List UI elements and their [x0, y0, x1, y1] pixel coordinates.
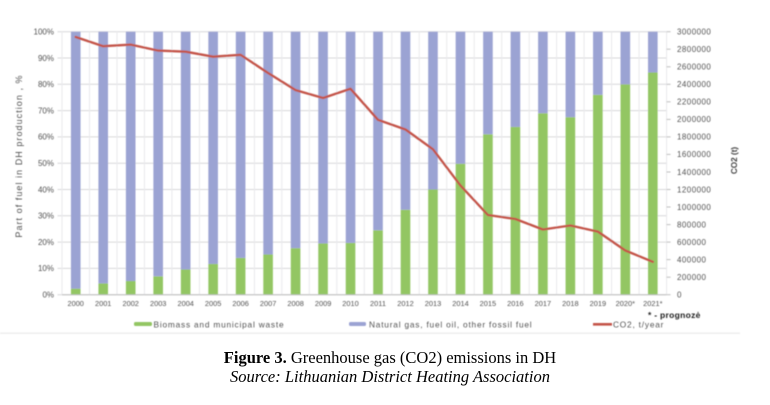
svg-text:2002: 2002 [122, 299, 138, 308]
svg-text:70%: 70% [38, 106, 54, 115]
svg-text:2011: 2011 [370, 299, 386, 308]
svg-text:2008: 2008 [287, 299, 303, 308]
svg-text:1600000: 1600000 [677, 150, 711, 159]
svg-text:CO2, t/year: CO2, t/year [613, 320, 664, 330]
svg-text:2010: 2010 [342, 299, 358, 308]
svg-text:80%: 80% [38, 80, 54, 89]
svg-text:2018: 2018 [562, 299, 578, 308]
svg-text:* - prognozė: * - prognozė [648, 310, 701, 320]
svg-text:2019: 2019 [590, 299, 606, 308]
svg-text:100%: 100% [34, 28, 54, 37]
svg-text:600000: 600000 [677, 238, 706, 247]
svg-text:Source: Lithuanian District He: Source: Lithuanian District Heating Asso… [230, 367, 550, 386]
svg-text:1800000: 1800000 [677, 133, 711, 142]
svg-text:0: 0 [677, 291, 682, 300]
svg-text:2005: 2005 [205, 299, 221, 308]
svg-text:2020*: 2020* [616, 299, 635, 308]
svg-text:CO2 (t): CO2 (t) [730, 147, 739, 175]
svg-text:Figure 3. Greenhouse gas (CO2): Figure 3. Greenhouse gas (CO2) emissions… [224, 348, 556, 367]
svg-text:2800000: 2800000 [677, 45, 711, 54]
svg-text:200000: 200000 [677, 273, 706, 282]
svg-text:3000000: 3000000 [677, 28, 711, 37]
svg-text:2009: 2009 [315, 299, 331, 308]
svg-text:90%: 90% [38, 54, 54, 63]
svg-text:2000: 2000 [67, 299, 83, 308]
svg-text:2012: 2012 [397, 299, 413, 308]
svg-text:Biomass and municipal waste: Biomass and municipal waste [154, 320, 285, 330]
svg-text:2600000: 2600000 [677, 63, 711, 72]
svg-text:2014: 2014 [452, 299, 468, 308]
svg-text:Natural gas, fuel oil, other f: Natural gas, fuel oil, other fossil fuel [369, 320, 532, 330]
svg-text:20%: 20% [38, 238, 54, 247]
svg-text:800000: 800000 [677, 220, 706, 229]
svg-text:2007: 2007 [260, 299, 276, 308]
svg-text:1400000: 1400000 [677, 168, 711, 177]
svg-text:60%: 60% [38, 133, 54, 142]
svg-text:2003: 2003 [150, 299, 166, 308]
svg-text:10%: 10% [38, 264, 54, 273]
svg-text:40%: 40% [38, 185, 54, 194]
svg-text:2004: 2004 [177, 299, 193, 308]
svg-text:2015: 2015 [480, 299, 496, 308]
svg-text:2016: 2016 [507, 299, 523, 308]
svg-text:50%: 50% [38, 159, 54, 168]
svg-text:2006: 2006 [232, 299, 248, 308]
svg-text:2200000: 2200000 [677, 98, 711, 107]
svg-text:Part of fuel in DH production: Part of fuel in DH production , % [14, 74, 24, 237]
svg-text:2013: 2013 [425, 299, 441, 308]
svg-text:2021*: 2021* [643, 299, 662, 308]
svg-text:400000: 400000 [677, 255, 706, 264]
svg-text:30%: 30% [38, 212, 54, 221]
svg-text:2001: 2001 [95, 299, 111, 308]
svg-text:2017: 2017 [535, 299, 551, 308]
svg-text:1200000: 1200000 [677, 185, 711, 194]
svg-text:2400000: 2400000 [677, 80, 711, 89]
svg-text:2000000: 2000000 [677, 115, 711, 124]
svg-text:1000000: 1000000 [677, 203, 711, 212]
svg-text:0%: 0% [42, 291, 54, 300]
